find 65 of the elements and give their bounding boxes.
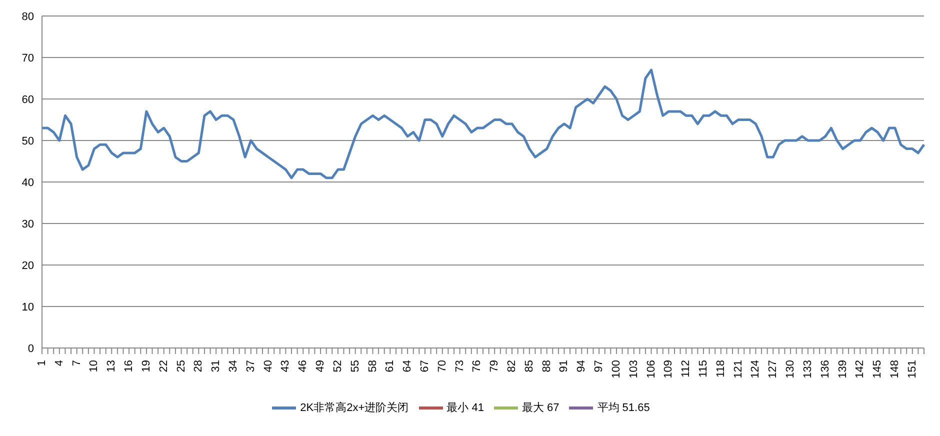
x-tick-label: 139 xyxy=(836,360,849,378)
x-tick-label: 73 xyxy=(454,360,466,372)
x-tick-label: 4 xyxy=(53,360,66,366)
x-tick-label: 1 xyxy=(36,360,48,366)
x-tick-label: 100 xyxy=(610,360,622,378)
x-tick-label: 79 xyxy=(488,360,501,372)
legend-label: 2K非常高2x+进阶关闭 xyxy=(300,402,409,414)
y-tick-label: 10 xyxy=(22,301,34,314)
x-tick-label: 133 xyxy=(802,360,814,378)
y-tick-label: 60 xyxy=(22,94,34,106)
x-tick-label: 127 xyxy=(767,360,780,378)
x-tick-label: 70 xyxy=(436,360,448,372)
x-tick-label: 115 xyxy=(698,360,710,378)
x-tick-label: 103 xyxy=(628,360,640,378)
x-tick-label: 124 xyxy=(750,360,762,378)
x-tick-label: 19 xyxy=(140,360,152,372)
x-tick-label: 25 xyxy=(175,360,188,372)
line-series xyxy=(40,68,926,180)
x-tick-label: 49 xyxy=(314,360,327,372)
x-tick-label: 7 xyxy=(70,360,83,366)
x-tick-label: 10 xyxy=(88,360,100,372)
x-tick-label: 130 xyxy=(784,360,797,378)
x-tick-label: 61 xyxy=(384,360,396,372)
x-tick-label: 13 xyxy=(106,360,118,372)
y-tick-label: 80 xyxy=(22,10,34,23)
x-tick-label: 97 xyxy=(593,360,606,372)
x-tick-label: 85 xyxy=(523,360,536,372)
x-tick-label: 109 xyxy=(662,360,675,378)
x-tick-label: 151 xyxy=(906,360,918,378)
x-tick-label: 28 xyxy=(192,360,205,372)
x-tick-label: 64 xyxy=(402,360,414,372)
x-tick-label: 106 xyxy=(645,360,658,378)
x-tick-label: 121 xyxy=(732,360,744,378)
x-tick-label: 46 xyxy=(297,360,310,372)
x-tick-label: 34 xyxy=(227,360,240,372)
legend-label: 平均 51.65 xyxy=(597,402,650,414)
legend-label: 最大 67 xyxy=(522,402,560,414)
x-tick-label: 136 xyxy=(819,360,832,378)
x-tick-label: 58 xyxy=(366,360,379,372)
y-tick-label: 70 xyxy=(22,52,34,64)
x-tick-label: 76 xyxy=(471,360,484,372)
x-tick-label: 145 xyxy=(872,360,884,378)
y-tick-label: 0 xyxy=(28,342,34,355)
legend-label: 最小 41 xyxy=(446,402,484,414)
x-tick-label: 82 xyxy=(506,360,518,372)
x-tick-label: 91 xyxy=(558,360,570,372)
x-tick-label: 112 xyxy=(680,360,692,378)
x-tick-label: 142 xyxy=(854,360,866,378)
x-tick-label: 16 xyxy=(123,360,136,372)
x-tick-label: 22 xyxy=(158,360,170,372)
y-tick-label: 40 xyxy=(22,176,34,189)
x-tick-label: 43 xyxy=(280,360,292,372)
x-tick-label: 88 xyxy=(540,360,553,372)
x-tick-label: 94 xyxy=(576,360,588,372)
x-tick-label: 37 xyxy=(244,360,257,372)
x-tick-label: 148 xyxy=(888,360,901,378)
x-tick-label: 40 xyxy=(262,360,274,372)
y-tick-label: 50 xyxy=(22,135,34,148)
x-tick-label: 31 xyxy=(210,360,222,372)
x-tick-label: 67 xyxy=(418,360,431,372)
y-tick-label: 20 xyxy=(22,260,34,272)
x-tick-label: 118 xyxy=(714,360,727,378)
x-tick-label: 52 xyxy=(332,360,344,372)
y-tick-label: 30 xyxy=(22,218,34,230)
x-tick-label: 55 xyxy=(349,360,362,372)
